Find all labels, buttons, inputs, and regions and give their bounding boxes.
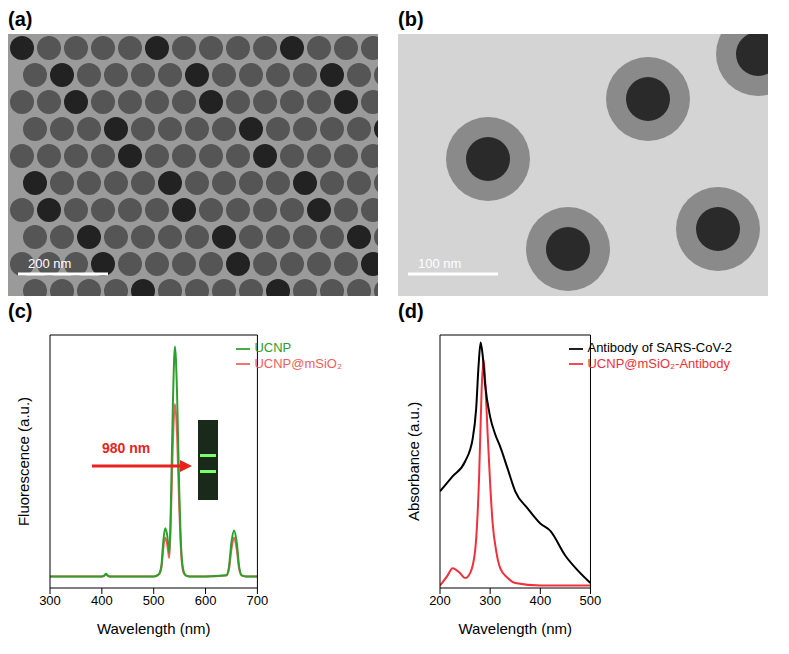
svg-text:Wavelength (nm): Wavelength (nm) [458, 620, 572, 637]
svg-text:Wavelength (nm): Wavelength (nm) [97, 620, 211, 637]
svg-text:700: 700 [247, 593, 269, 608]
html-text:(c): (c) [8, 300, 33, 322]
svg-text:200: 200 [429, 593, 451, 608]
html-text:UCNP: UCNP [254, 340, 292, 355]
html-text:UCNP@mSiO₂: UCNP@mSiO₂ [254, 355, 342, 371]
svg-text:Fluorescence (a.u.): Fluorescence (a.u.) [15, 397, 32, 526]
html-text:980 nm: 980 nm [102, 440, 151, 456]
svg-text:500: 500 [143, 593, 165, 608]
svg-text:400: 400 [529, 593, 551, 608]
html-text:(a): (a) [8, 8, 33, 30]
svg-text:400: 400 [91, 593, 113, 608]
svg-text:200 nm: 200 nm [28, 256, 71, 271]
html-text:UCNP@mSiO₂-Antibody: UCNP@mSiO₂-Antibody [587, 355, 730, 371]
svg-text:300: 300 [479, 593, 501, 608]
html-text:(b): (b) [398, 8, 424, 30]
svg-text:Absorbance (a.u.): Absorbance (a.u.) [405, 402, 422, 521]
svg-text:100 nm: 100 nm [418, 256, 461, 271]
html-text:(d): (d) [398, 300, 424, 322]
html-text:Antibody of SARS-CoV-2: Antibody of SARS-CoV-2 [587, 340, 732, 355]
svg-text:600: 600 [195, 593, 217, 608]
svg-text:300: 300 [39, 593, 61, 608]
svg-text:500: 500 [580, 593, 602, 608]
